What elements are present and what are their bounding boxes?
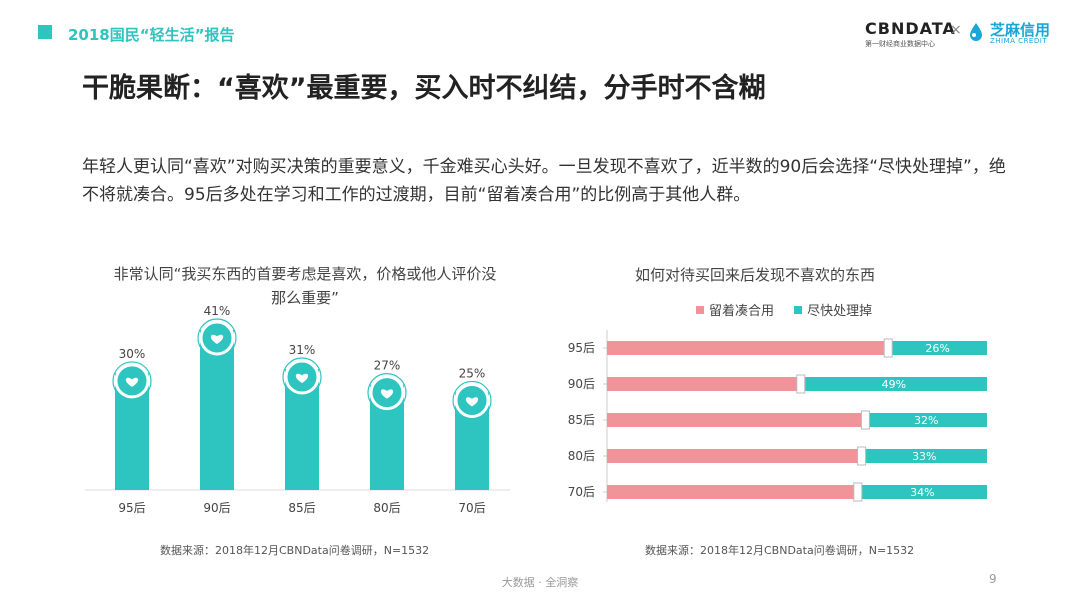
bar-dispose-85后 bbox=[865, 413, 987, 427]
heart-icon bbox=[465, 397, 479, 407]
bar-dispose-80后 bbox=[861, 449, 987, 463]
report-title: 2018国民“轻生活”报告 bbox=[68, 26, 235, 44]
category-label: 85后 bbox=[288, 501, 315, 515]
category-label: 80后 bbox=[568, 449, 595, 463]
bar-value-label: 41% bbox=[204, 304, 231, 318]
bar-keep-80后 bbox=[607, 449, 862, 463]
zhima-logo-subtitle: ZHIMA CREDIT bbox=[990, 37, 1048, 45]
bar-value-label: 31% bbox=[289, 343, 316, 357]
zhima-credit-logo: 芝麻信用 ZHIMA CREDIT bbox=[968, 19, 1060, 47]
legend-label-keep: 留着凑合用 bbox=[709, 304, 775, 319]
bar-dispose-90后 bbox=[800, 377, 987, 391]
split-marker bbox=[796, 374, 806, 394]
heart-badge-ring bbox=[367, 373, 407, 413]
heart-icon bbox=[210, 334, 224, 344]
header-square-marker bbox=[38, 25, 52, 39]
bar-keep-85后 bbox=[607, 413, 866, 427]
cbndata-logo-subtitle: 第一财经商业数据中心 bbox=[865, 40, 935, 48]
footer-tagline: 大数据 · 全洞察 bbox=[501, 576, 579, 589]
category-label: 95后 bbox=[568, 341, 595, 355]
category-label: 95后 bbox=[118, 501, 145, 515]
dispose-value-label: 26% bbox=[925, 342, 949, 355]
left-bar-chart: 30% 95后 41% 90后 31% 85后 27% 80后 25% 70后 bbox=[85, 304, 510, 515]
zhima-logo-text: 芝麻信用 bbox=[990, 21, 1051, 39]
dispose-value-label: 49% bbox=[882, 378, 906, 391]
zhima-drop-icon bbox=[970, 23, 982, 41]
right-stacked-bar-chart: 26% 95后 49% 90后 32% 85后 33% 80后 34% 70后 bbox=[568, 330, 987, 502]
heart-badge-ring bbox=[112, 361, 152, 401]
bar-value-label: 30% bbox=[119, 347, 146, 361]
dispose-value-label: 33% bbox=[912, 450, 936, 463]
category-label: 80后 bbox=[373, 501, 400, 515]
right-chart-legend: 留着凑合用 尽快处理掉 bbox=[696, 300, 888, 319]
right-chart-title: 如何对待买回来后发现不喜欢的东西 bbox=[634, 266, 875, 284]
category-label: 85后 bbox=[568, 413, 595, 427]
heart-icon bbox=[125, 377, 139, 387]
logo-separator: × bbox=[950, 22, 962, 38]
legend-item-keep: 留着凑合用 bbox=[696, 300, 774, 319]
right-chart-source: 数据来源：2018年12月CBNData问卷调研，N=1532 bbox=[645, 544, 915, 557]
cbndata-logo: CBNDATA 第一财经商业数据中心 bbox=[865, 19, 956, 49]
legend-label-dispose: 尽快处理掉 bbox=[807, 304, 873, 319]
heart-icon bbox=[380, 389, 394, 399]
split-marker bbox=[883, 338, 893, 358]
heart-badge-ring bbox=[197, 318, 237, 358]
heart-icon bbox=[295, 373, 309, 383]
bar-keep-70后 bbox=[607, 485, 858, 499]
bar-keep-90后 bbox=[607, 377, 801, 391]
dispose-value-label: 32% bbox=[914, 414, 938, 427]
heart-badge-ring bbox=[452, 380, 492, 421]
legend-item-dispose: 尽快处理掉 bbox=[794, 300, 872, 319]
legend-swatch-dispose bbox=[794, 305, 803, 314]
page-number: 9 bbox=[989, 572, 997, 586]
left-chart-source: 数据来源：2018年12月CBNData问卷调研，N=1532 bbox=[160, 544, 430, 557]
bar-dispose-95后 bbox=[888, 341, 987, 355]
category-label: 90后 bbox=[568, 377, 595, 391]
heart-badge-ring bbox=[282, 357, 322, 397]
bar-value-label: 27% bbox=[374, 359, 401, 373]
intro-paragraph: 年轻人更认同“喜欢”对购买决策的重要意义，千金难买心头好。一旦发现不喜欢了，近半… bbox=[82, 157, 1006, 205]
bar-value-label: 25% bbox=[459, 366, 486, 380]
cbndata-logo-text: CBNDATA bbox=[865, 19, 956, 38]
dispose-value-label: 34% bbox=[910, 486, 934, 499]
legend-swatch-keep bbox=[696, 305, 704, 314]
category-label: 90后 bbox=[203, 501, 230, 515]
left-chart-title: 非常认同“我买东西的首要考虑是喜欢，价格或他人评价没那么重要” bbox=[113, 265, 497, 307]
split-marker bbox=[853, 482, 863, 502]
category-label: 70后 bbox=[568, 485, 595, 499]
bar-keep-95后 bbox=[607, 341, 889, 355]
bar-dispose-70后 bbox=[857, 485, 987, 499]
split-marker bbox=[857, 446, 867, 466]
split-marker bbox=[860, 410, 870, 430]
category-label: 70后 bbox=[458, 501, 485, 515]
page-title: 干脆果断：“喜欢”最重要，买入时不纠结，分手时不含糊 bbox=[82, 73, 766, 104]
